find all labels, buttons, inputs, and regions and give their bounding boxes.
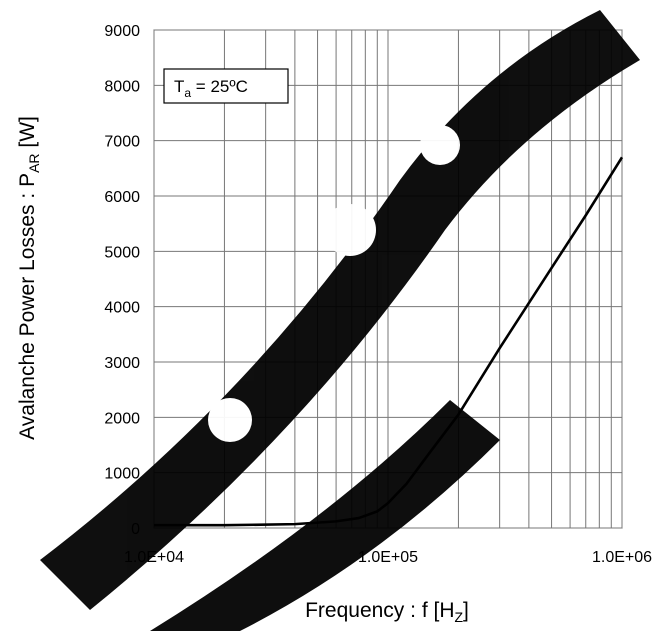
y-tick-label: 5000 (104, 244, 140, 261)
y-tick-labels: 0100020003000400050006000700080009000 (104, 23, 140, 538)
temperature-annotation: Ta = 25ºC (163, 68, 289, 104)
y-tick-label: 7000 (104, 134, 140, 151)
x-axis-label: Frequency : f [HZ] (305, 599, 469, 625)
watermark (40, 10, 640, 631)
y-tick-label: 6000 (104, 189, 140, 206)
y-tick-label: 9000 (104, 23, 140, 40)
y-tick-label: 3000 (104, 355, 140, 372)
x-tick-label: 1.0E+05 (358, 549, 418, 566)
x-tick-label: 1.0E+06 (592, 549, 652, 566)
x-tick-labels: 1.0E+04 1.0E+05 1.0E+06 (124, 549, 652, 566)
y-tick-label: 4000 (104, 300, 140, 317)
y-axis-label: Avalanche Power Losses : PAR [W] (16, 116, 42, 440)
y-tick-label: 8000 (104, 78, 140, 95)
y-tick-label: 2000 (104, 410, 140, 427)
annotation-box (163, 68, 289, 104)
y-tick-label: 1000 (104, 466, 140, 483)
annotation-text: Ta = 25ºC (174, 77, 248, 100)
